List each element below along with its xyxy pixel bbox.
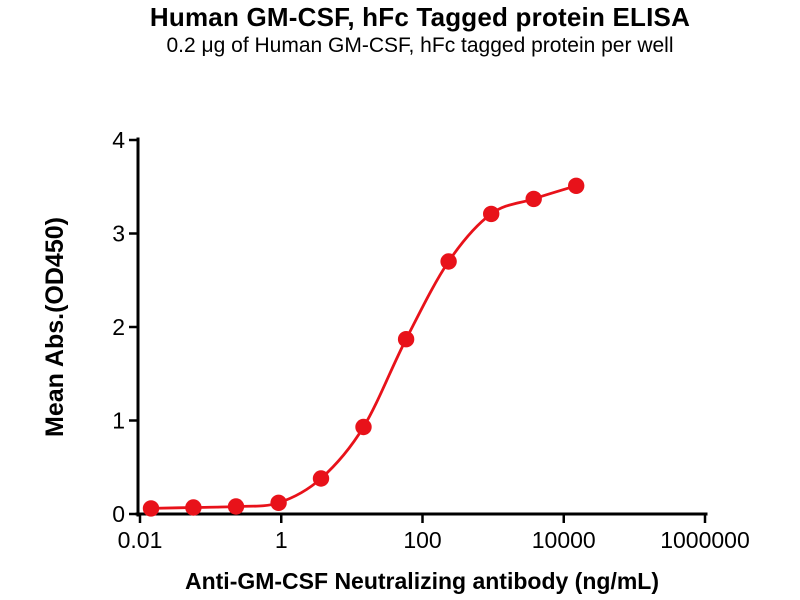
chart-subtitle: 0.2 μg of Human GM-CSF, hFc tagged prote… <box>166 34 674 57</box>
tick-labels: 0 1 2 3 4 0.01 1 100 10000 1000000 <box>112 127 750 553</box>
data-point <box>397 331 415 348</box>
y-tick-label: 4 <box>112 127 125 153</box>
chart-title: Human GM-CSF, hFc Tagged protein ELISA <box>149 2 691 32</box>
data-point <box>525 190 542 208</box>
x-axis-title: Anti-GM-CSF Neutralizing antibody (ng/mL… <box>185 568 659 594</box>
data-point <box>483 205 500 223</box>
x-tick-label: 100 <box>403 527 441 553</box>
data-point <box>270 494 287 511</box>
x-tick-label: 0.01 <box>118 527 163 553</box>
y-tick-label: 1 <box>112 408 125 434</box>
data-points <box>142 177 585 517</box>
x-tick-label: 1 <box>275 527 288 553</box>
axis-ticks <box>129 138 707 523</box>
y-tick-label: 2 <box>112 314 125 340</box>
x-tick-label: 10000 <box>532 527 596 553</box>
data-point <box>227 498 245 515</box>
y-axis-title: Mean Abs.(OD450) <box>41 217 69 437</box>
dose-response-curve <box>150 184 577 510</box>
data-point <box>440 253 457 270</box>
data-point <box>185 499 202 516</box>
fitted-curve <box>150 184 577 510</box>
y-tick-label: 3 <box>112 221 125 247</box>
data-point <box>568 177 585 194</box>
x-tick-label: 1000000 <box>660 527 750 553</box>
y-tick-label: 0 <box>112 501 125 527</box>
data-point <box>355 418 372 436</box>
data-point <box>142 500 160 517</box>
data-point <box>312 470 330 487</box>
axes <box>135 137 708 517</box>
